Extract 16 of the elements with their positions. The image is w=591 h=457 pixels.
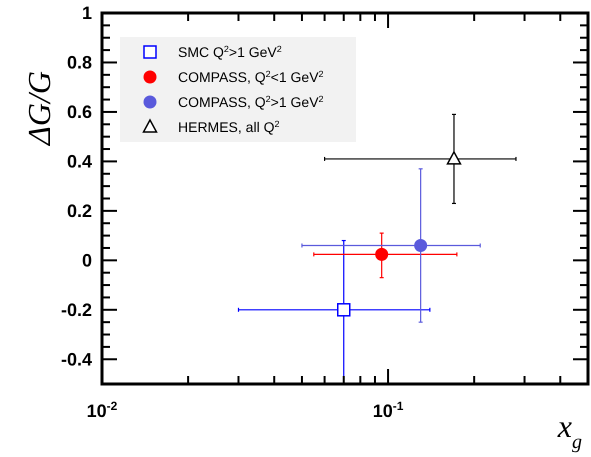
y-tick-label: 0.6 [66,102,92,122]
legend-label: HERMES, all Q$^{2}$ [178,119,280,135]
y-tick-label: 0 [82,250,92,270]
x-axis-title: x$_{g}$ [556,408,582,453]
x-tick-label: 10$^{-2}$ [86,399,118,421]
x-tick-label: 10$^{-1}$ [372,399,404,421]
y-tick-label: -0.2 [60,300,92,320]
legend-label: COMPASS, Q$^{2}$<1 GeV$^{2}$ [178,69,324,85]
y-tick-label: 1 [82,3,92,23]
y-tick-label: -0.4 [60,349,92,370]
y-tick-label: 0.2 [66,200,92,221]
y-tick-label: 0.4 [66,151,92,172]
legend-label: SMC Q$^{2}$>1 GeV$^{2}$ [178,44,282,60]
y-axis-title: ΔG/G [21,71,57,147]
legend-label: COMPASS, Q$^{2}$>1 GeV$^{2}$ [178,94,324,110]
y-tick-label: 0.8 [66,52,92,72]
